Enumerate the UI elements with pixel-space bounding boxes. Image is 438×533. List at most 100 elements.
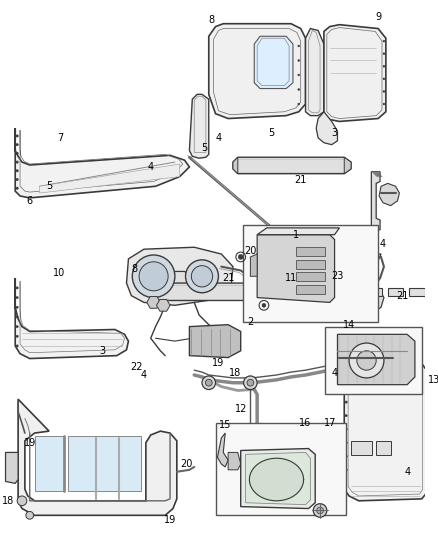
- Polygon shape: [431, 288, 438, 296]
- Polygon shape: [233, 157, 351, 174]
- Text: 11: 11: [285, 273, 297, 283]
- Polygon shape: [254, 36, 293, 88]
- Circle shape: [16, 296, 18, 298]
- Polygon shape: [409, 288, 424, 296]
- Circle shape: [16, 306, 18, 309]
- Text: 19: 19: [24, 438, 36, 448]
- Text: 19: 19: [212, 358, 225, 368]
- Circle shape: [16, 345, 18, 347]
- Bar: [243, 225, 378, 322]
- Text: 4: 4: [141, 370, 147, 380]
- Circle shape: [202, 376, 215, 390]
- Circle shape: [16, 179, 18, 181]
- Circle shape: [238, 255, 243, 260]
- Text: 15: 15: [219, 421, 231, 430]
- Text: 9: 9: [375, 12, 381, 22]
- Text: 19: 19: [164, 515, 176, 525]
- Circle shape: [345, 401, 347, 403]
- Circle shape: [16, 316, 18, 318]
- Circle shape: [16, 287, 18, 289]
- Text: 22: 22: [130, 362, 142, 372]
- Polygon shape: [251, 254, 257, 276]
- Text: 5: 5: [46, 181, 52, 191]
- Polygon shape: [368, 254, 384, 312]
- Polygon shape: [18, 399, 177, 515]
- Bar: [296, 285, 325, 294]
- Text: 5: 5: [268, 128, 275, 138]
- Polygon shape: [241, 449, 315, 508]
- Circle shape: [191, 265, 212, 287]
- Circle shape: [16, 143, 18, 146]
- Polygon shape: [233, 157, 238, 174]
- Circle shape: [298, 60, 300, 61]
- Circle shape: [132, 255, 175, 297]
- Bar: [296, 272, 325, 281]
- Circle shape: [357, 351, 376, 370]
- Circle shape: [317, 507, 323, 514]
- Text: 20: 20: [180, 459, 193, 469]
- Text: 6: 6: [27, 196, 33, 206]
- Text: 10: 10: [53, 269, 65, 278]
- Text: 4: 4: [380, 239, 386, 249]
- Polygon shape: [189, 94, 209, 158]
- Text: 16: 16: [300, 418, 312, 429]
- Polygon shape: [337, 334, 415, 385]
- Text: 4: 4: [215, 133, 222, 143]
- Text: 20: 20: [244, 246, 257, 256]
- Polygon shape: [127, 247, 233, 305]
- Circle shape: [383, 91, 385, 92]
- Circle shape: [345, 374, 347, 376]
- Circle shape: [383, 103, 385, 105]
- Circle shape: [349, 343, 384, 378]
- Text: 23: 23: [331, 271, 344, 281]
- Polygon shape: [371, 172, 380, 230]
- Circle shape: [383, 53, 385, 55]
- Circle shape: [186, 260, 219, 293]
- Circle shape: [16, 135, 18, 137]
- Text: 18: 18: [2, 496, 14, 506]
- Polygon shape: [35, 436, 64, 491]
- Text: 3: 3: [332, 128, 338, 138]
- Circle shape: [205, 379, 212, 386]
- Polygon shape: [218, 433, 228, 467]
- Text: 5: 5: [201, 142, 207, 152]
- Polygon shape: [379, 183, 399, 206]
- Polygon shape: [324, 25, 386, 122]
- Circle shape: [345, 415, 347, 417]
- Bar: [296, 247, 325, 256]
- Circle shape: [298, 103, 300, 105]
- Polygon shape: [344, 157, 351, 174]
- Circle shape: [26, 512, 34, 519]
- Polygon shape: [306, 29, 324, 116]
- Polygon shape: [388, 288, 403, 296]
- Text: 21: 21: [396, 290, 409, 301]
- Polygon shape: [15, 128, 189, 198]
- Bar: [325, 327, 422, 394]
- Text: 4: 4: [148, 162, 154, 172]
- Circle shape: [383, 78, 385, 80]
- Polygon shape: [39, 164, 180, 193]
- Text: 12: 12: [234, 404, 247, 414]
- Polygon shape: [151, 283, 357, 301]
- Circle shape: [383, 66, 385, 67]
- Circle shape: [345, 441, 347, 444]
- Polygon shape: [367, 288, 382, 296]
- Circle shape: [298, 74, 300, 76]
- Circle shape: [313, 504, 327, 517]
- Text: 1: 1: [293, 230, 299, 240]
- Circle shape: [345, 428, 347, 430]
- Text: 8: 8: [208, 15, 215, 25]
- Circle shape: [298, 45, 300, 47]
- Text: 21: 21: [222, 273, 234, 283]
- Text: 7: 7: [57, 133, 64, 143]
- Circle shape: [298, 88, 300, 91]
- Circle shape: [16, 187, 18, 189]
- Polygon shape: [68, 436, 141, 491]
- Circle shape: [16, 326, 18, 328]
- Polygon shape: [257, 235, 335, 302]
- Bar: [215, 423, 346, 515]
- Bar: [296, 260, 325, 269]
- Circle shape: [244, 376, 257, 390]
- Polygon shape: [156, 300, 170, 311]
- Text: 14: 14: [343, 320, 355, 330]
